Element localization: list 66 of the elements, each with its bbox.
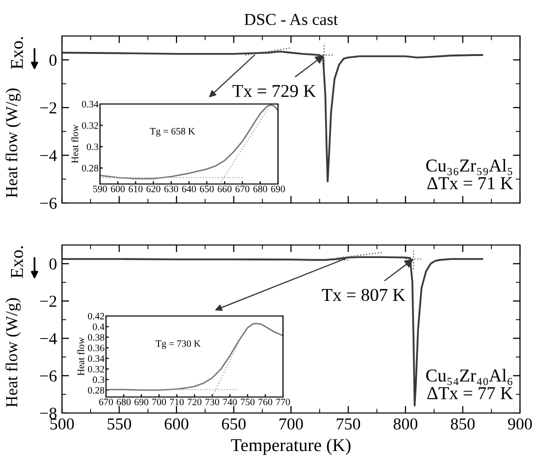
y-tick-label: −6 [40, 198, 57, 209]
y-tick-label: 0 [49, 54, 57, 66]
y-axis-title: Heat flow [71, 124, 78, 164]
y-axis-title: Heat flow (W/g) [5, 88, 21, 198]
x-tick-label: 630 [164, 186, 178, 192]
x-tick-label: 900 [508, 418, 532, 430]
y-tick-label: 0.4 [92, 323, 104, 330]
annotation: Tg = 658 K [150, 128, 195, 136]
x-tick-label: 710 [170, 398, 184, 406]
annotation: Cu₃₆Zr₅₉Al₅ ΔTx = 71 K [426, 158, 513, 190]
y-tick-label: 0.28 [88, 387, 104, 394]
x-tick-label: 690 [271, 186, 285, 192]
y-tick-label: 0.34 [88, 355, 104, 362]
x-tick-label: 500 [50, 418, 74, 430]
x-tick-label: 760 [258, 398, 272, 406]
y-tick-label: 0.28 [82, 164, 98, 172]
y-tick-label: −2 [40, 296, 56, 307]
x-tick-label: 620 [146, 186, 160, 192]
x-tick-label: 700 [280, 418, 303, 430]
x-tick-label: 550 [108, 418, 132, 430]
annotation: Tx = 729 K [232, 84, 316, 98]
x-tick-label: 850 [450, 418, 475, 430]
y-tick-label: −2 [40, 102, 56, 114]
x-tick-label: 670 [99, 398, 113, 406]
text: Exo. [11, 37, 24, 69]
x-tick-label: 670 [236, 186, 250, 192]
x-tick-label: 770 [276, 398, 290, 406]
x-tick-label: 800 [394, 418, 418, 430]
x-tick-label: 600 [110, 186, 125, 192]
x-tick-label: 650 [200, 186, 214, 192]
y-tick-label: −4 [40, 333, 57, 344]
y-tick-label: −6 [40, 370, 57, 382]
x-tick-label: 610 [128, 186, 143, 192]
y-tick-label: −8 [40, 408, 57, 419]
x-tick-label: 640 [182, 186, 196, 192]
x-tick-label: 690 [134, 398, 148, 406]
y-tick-label: 0.42 [88, 312, 104, 320]
x-tick-label: 680 [116, 398, 131, 406]
x-tick-label: 660 [218, 186, 232, 192]
x-tick-label: 680 [253, 186, 268, 192]
x-tick-label: 720 [188, 398, 202, 406]
y-tick-label: 0 [49, 258, 57, 270]
text: Exo. [11, 246, 24, 278]
x-tick-label: 750 [240, 398, 255, 406]
y-axis-title: Heat flow [77, 337, 84, 376]
y-axis-title: Heat flow (W/g) [5, 298, 21, 408]
y-tick-label: −4 [40, 150, 57, 162]
y-tick-label: 0.38 [88, 334, 104, 341]
x-tick-label: 730 [206, 398, 220, 406]
y-tick-label: 0.36 [88, 344, 104, 352]
y-tick-label: 0.3 [86, 144, 98, 150]
x-axis-title: Temperature (K) [231, 438, 350, 455]
y-tick-label: 0.3 [92, 376, 104, 384]
x-tick-label: 740 [223, 398, 237, 406]
annotation: Tx = 807 K [322, 288, 406, 302]
annotation: Tg = 730 K [156, 340, 201, 349]
y-tick-label: 0.32 [82, 122, 98, 129]
x-tick-label: 590 [93, 186, 107, 192]
x-tick-label: 750 [336, 418, 360, 430]
chart-title: DSC - As cast [244, 14, 338, 26]
y-tick-label: 0.34 [82, 100, 98, 108]
y-tick-label: 0.32 [88, 366, 104, 372]
x-tick-label: 600 [164, 418, 188, 430]
x-tick-label: 700 [152, 398, 166, 406]
annotation: Cu₅₄Zr₄₀Al₆ ΔTx = 77 K [426, 368, 513, 400]
x-tick-label: 650 [222, 418, 246, 430]
